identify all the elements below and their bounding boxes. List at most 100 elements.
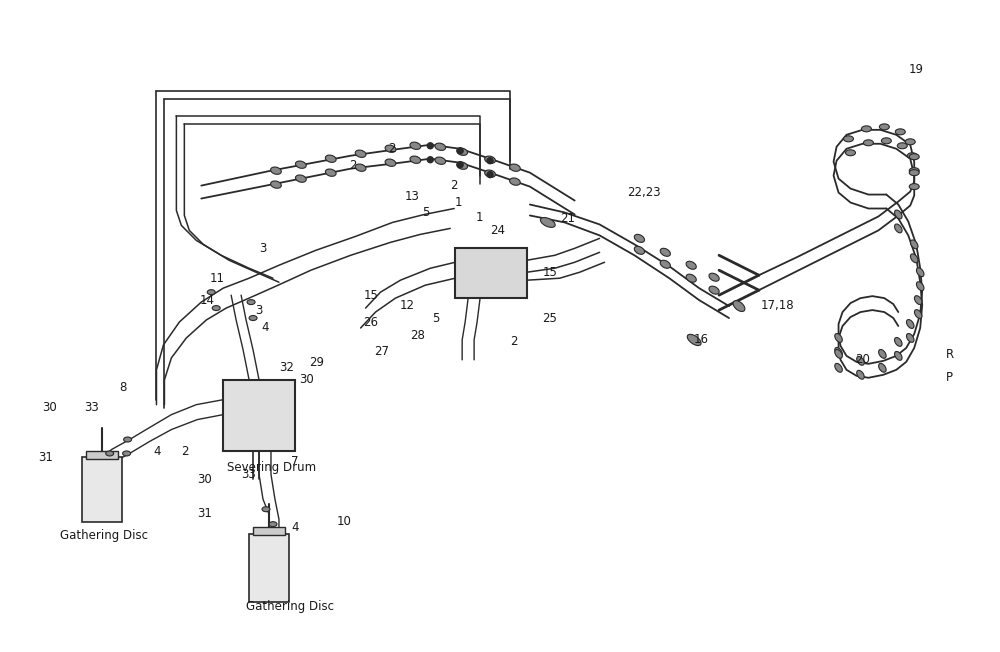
Ellipse shape: [262, 507, 270, 512]
Ellipse shape: [269, 522, 277, 527]
Text: 8: 8: [120, 381, 127, 394]
Ellipse shape: [435, 157, 446, 164]
Ellipse shape: [295, 161, 306, 168]
Text: 32: 32: [279, 361, 294, 374]
Ellipse shape: [457, 162, 468, 170]
Text: 21: 21: [560, 212, 575, 225]
Text: 27: 27: [375, 346, 390, 359]
Ellipse shape: [857, 370, 864, 379]
Ellipse shape: [686, 274, 696, 282]
Ellipse shape: [212, 306, 220, 310]
Ellipse shape: [916, 282, 924, 291]
Circle shape: [457, 162, 463, 168]
Ellipse shape: [355, 150, 366, 157]
Ellipse shape: [709, 286, 719, 294]
Ellipse shape: [271, 181, 281, 188]
Text: 28: 28: [410, 329, 425, 342]
Text: 26: 26: [364, 316, 379, 329]
Bar: [223, 379, 295, 451]
Text: 30: 30: [42, 401, 57, 414]
Ellipse shape: [909, 154, 919, 160]
Ellipse shape: [325, 169, 336, 176]
Circle shape: [427, 156, 433, 163]
Text: 3: 3: [259, 242, 266, 255]
Bar: [253, 527, 285, 535]
Ellipse shape: [835, 363, 842, 372]
Text: 10: 10: [337, 514, 352, 527]
Text: 16: 16: [694, 333, 709, 346]
Text: 30: 30: [299, 373, 314, 386]
Ellipse shape: [879, 124, 889, 130]
Ellipse shape: [709, 273, 719, 281]
Ellipse shape: [123, 451, 131, 456]
Ellipse shape: [634, 234, 645, 243]
Ellipse shape: [106, 451, 114, 456]
Circle shape: [427, 143, 433, 149]
Ellipse shape: [910, 240, 918, 249]
Text: 14: 14: [199, 293, 214, 306]
Ellipse shape: [914, 296, 922, 304]
Ellipse shape: [660, 248, 670, 256]
Ellipse shape: [895, 129, 905, 135]
Text: 7: 7: [291, 455, 298, 468]
Text: 12: 12: [399, 299, 414, 312]
Text: 15: 15: [543, 266, 558, 279]
Ellipse shape: [687, 334, 701, 346]
Text: 31: 31: [38, 451, 53, 464]
Circle shape: [457, 148, 463, 154]
Text: 4: 4: [153, 445, 161, 458]
Ellipse shape: [863, 140, 873, 146]
Ellipse shape: [846, 150, 855, 156]
Ellipse shape: [910, 254, 918, 263]
Ellipse shape: [686, 261, 696, 269]
Ellipse shape: [733, 301, 745, 312]
Ellipse shape: [660, 260, 670, 268]
Ellipse shape: [271, 167, 281, 174]
Ellipse shape: [295, 175, 306, 183]
Ellipse shape: [879, 349, 886, 359]
Ellipse shape: [355, 164, 366, 171]
Ellipse shape: [385, 159, 396, 166]
Ellipse shape: [410, 156, 421, 164]
Ellipse shape: [207, 289, 215, 295]
Ellipse shape: [895, 210, 902, 219]
Ellipse shape: [835, 349, 842, 359]
Text: 4: 4: [261, 321, 269, 334]
Ellipse shape: [909, 184, 919, 190]
Text: 30: 30: [197, 473, 212, 486]
Text: Gathering Disc: Gathering Disc: [60, 529, 148, 542]
Text: 17,18: 17,18: [761, 299, 795, 312]
Text: 5: 5: [422, 206, 430, 219]
Text: 24: 24: [490, 224, 505, 237]
Ellipse shape: [916, 268, 924, 276]
Ellipse shape: [861, 126, 871, 132]
Text: 1: 1: [476, 211, 484, 224]
Text: 3: 3: [255, 304, 262, 317]
Ellipse shape: [457, 148, 468, 155]
Text: 31: 31: [197, 507, 212, 520]
Text: 1: 1: [454, 196, 462, 209]
Ellipse shape: [914, 310, 922, 318]
Text: 22,23: 22,23: [627, 186, 661, 199]
Bar: [82, 458, 122, 522]
Ellipse shape: [247, 300, 255, 304]
Text: 29: 29: [309, 357, 324, 369]
Ellipse shape: [879, 363, 886, 372]
Bar: [249, 534, 289, 602]
Text: 2: 2: [510, 335, 517, 348]
Ellipse shape: [634, 246, 645, 254]
Ellipse shape: [881, 138, 891, 144]
Ellipse shape: [510, 178, 520, 185]
Ellipse shape: [909, 168, 919, 173]
Ellipse shape: [485, 170, 495, 177]
Text: 4: 4: [291, 521, 298, 533]
Text: 25: 25: [542, 312, 557, 325]
Ellipse shape: [909, 170, 919, 175]
Ellipse shape: [435, 143, 446, 151]
Text: 11: 11: [209, 272, 224, 285]
Ellipse shape: [410, 142, 421, 149]
Ellipse shape: [895, 224, 902, 233]
Ellipse shape: [835, 334, 842, 342]
Ellipse shape: [906, 319, 914, 329]
Bar: [86, 451, 118, 460]
